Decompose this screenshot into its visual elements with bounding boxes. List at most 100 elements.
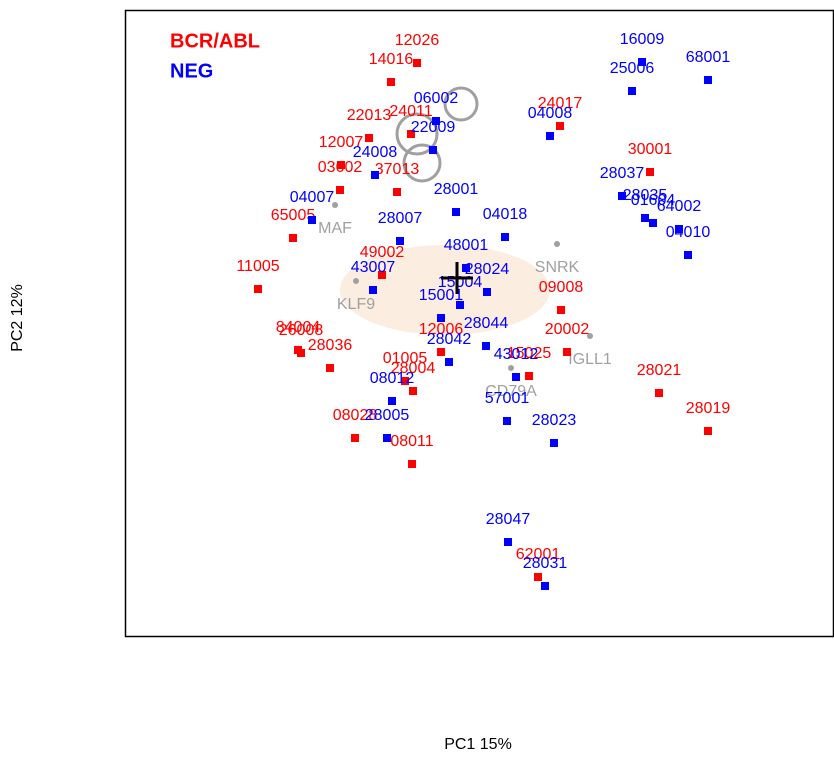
point-label: 24008 xyxy=(353,144,398,161)
point-label: 37013 xyxy=(375,161,420,178)
point xyxy=(408,460,416,468)
point-label: 28044 xyxy=(464,315,509,332)
origin-cross xyxy=(441,262,473,294)
point xyxy=(456,301,464,309)
point xyxy=(704,427,712,435)
point-label: 04018 xyxy=(483,206,528,223)
point xyxy=(512,373,520,381)
point xyxy=(401,377,409,385)
point xyxy=(396,237,404,245)
point xyxy=(407,130,415,138)
point-label: 43007 xyxy=(351,259,396,276)
legend-entry: BCR/ABL xyxy=(170,30,260,52)
point xyxy=(371,171,379,179)
point xyxy=(646,168,654,176)
point-label: 28024 xyxy=(465,261,510,278)
point xyxy=(393,188,401,196)
point xyxy=(445,358,453,366)
point xyxy=(641,214,649,222)
point-label: 04007 xyxy=(290,189,335,206)
point xyxy=(649,219,657,227)
point xyxy=(525,372,533,380)
point-label: 12007 xyxy=(319,134,364,151)
point xyxy=(308,216,316,224)
point xyxy=(297,349,305,357)
point-label: 30001 xyxy=(628,141,673,158)
point xyxy=(550,439,558,447)
point xyxy=(556,122,564,130)
loading-label: KLF9 xyxy=(337,296,375,313)
loading-point xyxy=(353,278,359,284)
point xyxy=(704,76,712,84)
point xyxy=(365,134,373,142)
point-label: 04010 xyxy=(666,224,711,241)
point-label: 28021 xyxy=(637,362,682,379)
point xyxy=(388,397,396,405)
point xyxy=(503,417,511,425)
point xyxy=(336,186,344,194)
point-label: 08011 xyxy=(390,433,433,450)
point xyxy=(684,251,692,259)
point xyxy=(387,78,395,86)
point xyxy=(482,342,490,350)
point xyxy=(501,233,509,241)
loading-point xyxy=(508,365,514,371)
point-label: 15001 xyxy=(419,287,464,304)
point xyxy=(557,306,565,314)
point xyxy=(378,271,386,279)
point-label: 01604 xyxy=(631,192,676,209)
point-label: 12006 xyxy=(419,321,464,338)
point xyxy=(675,225,683,233)
point-label: 22009 xyxy=(411,119,456,136)
point-label: 68001 xyxy=(686,49,731,66)
loading-label: SNRK xyxy=(535,259,580,276)
point-label: 48001 xyxy=(444,237,489,254)
point-label: 04008 xyxy=(528,105,573,122)
point-label: 28005 xyxy=(365,407,410,424)
point-label: 16009 xyxy=(620,31,665,48)
point-label: 28047 xyxy=(486,511,531,528)
point xyxy=(437,348,445,356)
point-label: 15025 xyxy=(507,345,552,362)
x-axis-title: PC1 15% xyxy=(444,736,512,753)
point xyxy=(541,582,549,590)
point xyxy=(618,192,626,200)
point xyxy=(638,58,646,66)
point-label: 28004 xyxy=(391,360,436,377)
point-label: 84004 xyxy=(276,319,321,336)
point xyxy=(429,146,437,154)
point-label: 28019 xyxy=(686,400,731,417)
point-label: 22013 xyxy=(347,107,392,124)
point-label: 26008 xyxy=(279,322,324,339)
point-label: 09008 xyxy=(539,279,584,296)
point xyxy=(655,389,663,397)
point xyxy=(413,59,421,67)
point xyxy=(289,234,297,242)
point-label: 08028 xyxy=(333,407,378,424)
point-label: 28023 xyxy=(532,412,577,429)
point-label: 28036 xyxy=(308,337,353,354)
point-label: 01005 xyxy=(383,350,428,367)
point-label: 28001 xyxy=(434,181,479,198)
point-label: 24017 xyxy=(538,95,583,112)
point xyxy=(351,434,359,442)
point-label: 49002 xyxy=(360,244,405,261)
y-axis-title: PC2 12% xyxy=(9,284,26,352)
point-label: 28035 xyxy=(623,187,668,204)
loading-point xyxy=(587,333,593,339)
point-label: 24011 xyxy=(389,103,432,120)
point-label: 14016 xyxy=(369,51,414,68)
point xyxy=(383,434,391,442)
loading-label: MAF xyxy=(318,220,352,237)
loading-point xyxy=(332,202,338,208)
point-label: 28031 xyxy=(523,555,568,572)
point xyxy=(409,387,417,395)
point-label: 28042 xyxy=(427,331,472,348)
loading-label: CD79A xyxy=(485,383,537,400)
point-label: 43012 xyxy=(494,346,539,363)
point-label: 28037 xyxy=(600,165,645,182)
point-label: 03602 xyxy=(318,159,363,176)
point-label: 12026 xyxy=(395,32,440,49)
point xyxy=(628,87,636,95)
